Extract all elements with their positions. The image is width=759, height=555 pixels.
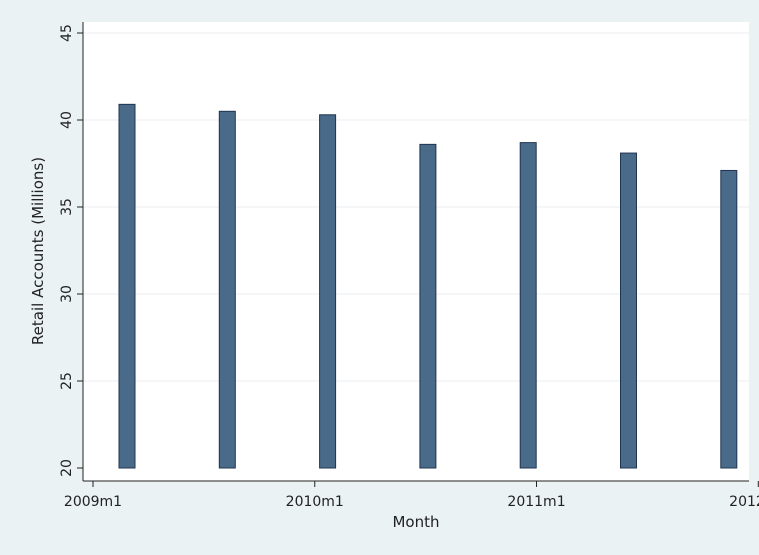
bar [118,103,136,469]
x-tick-label: 2012m1 [729,494,759,510]
plot-area [83,22,749,481]
x-ticks: 2009m1 2010m1 2011m1 2012m1 [64,481,759,510]
x-tick-label: 2010m1 [286,494,344,510]
y-tick-label: 40 [59,111,75,129]
bar [720,169,738,469]
x-tick-label: 2009m1 [64,494,122,510]
x-axis-title: Month [392,513,439,531]
y-ticks: 20 25 30 35 40 45 [59,24,83,477]
bar [419,143,437,469]
bar [519,142,537,469]
y-tick-label: 45 [59,24,75,42]
bar [620,152,637,469]
bar [319,114,337,469]
y-tick-label: 30 [59,285,75,303]
bars [118,103,738,469]
y-tick-label: 20 [59,459,75,477]
bar [218,110,236,469]
x-tick-label: 2011m1 [507,494,565,510]
y-tick-label: 25 [59,372,75,390]
y-tick-label: 35 [59,198,75,216]
grid-lines [83,32,749,382]
y-axis-title: Retail Accounts (Millions) [29,157,47,345]
